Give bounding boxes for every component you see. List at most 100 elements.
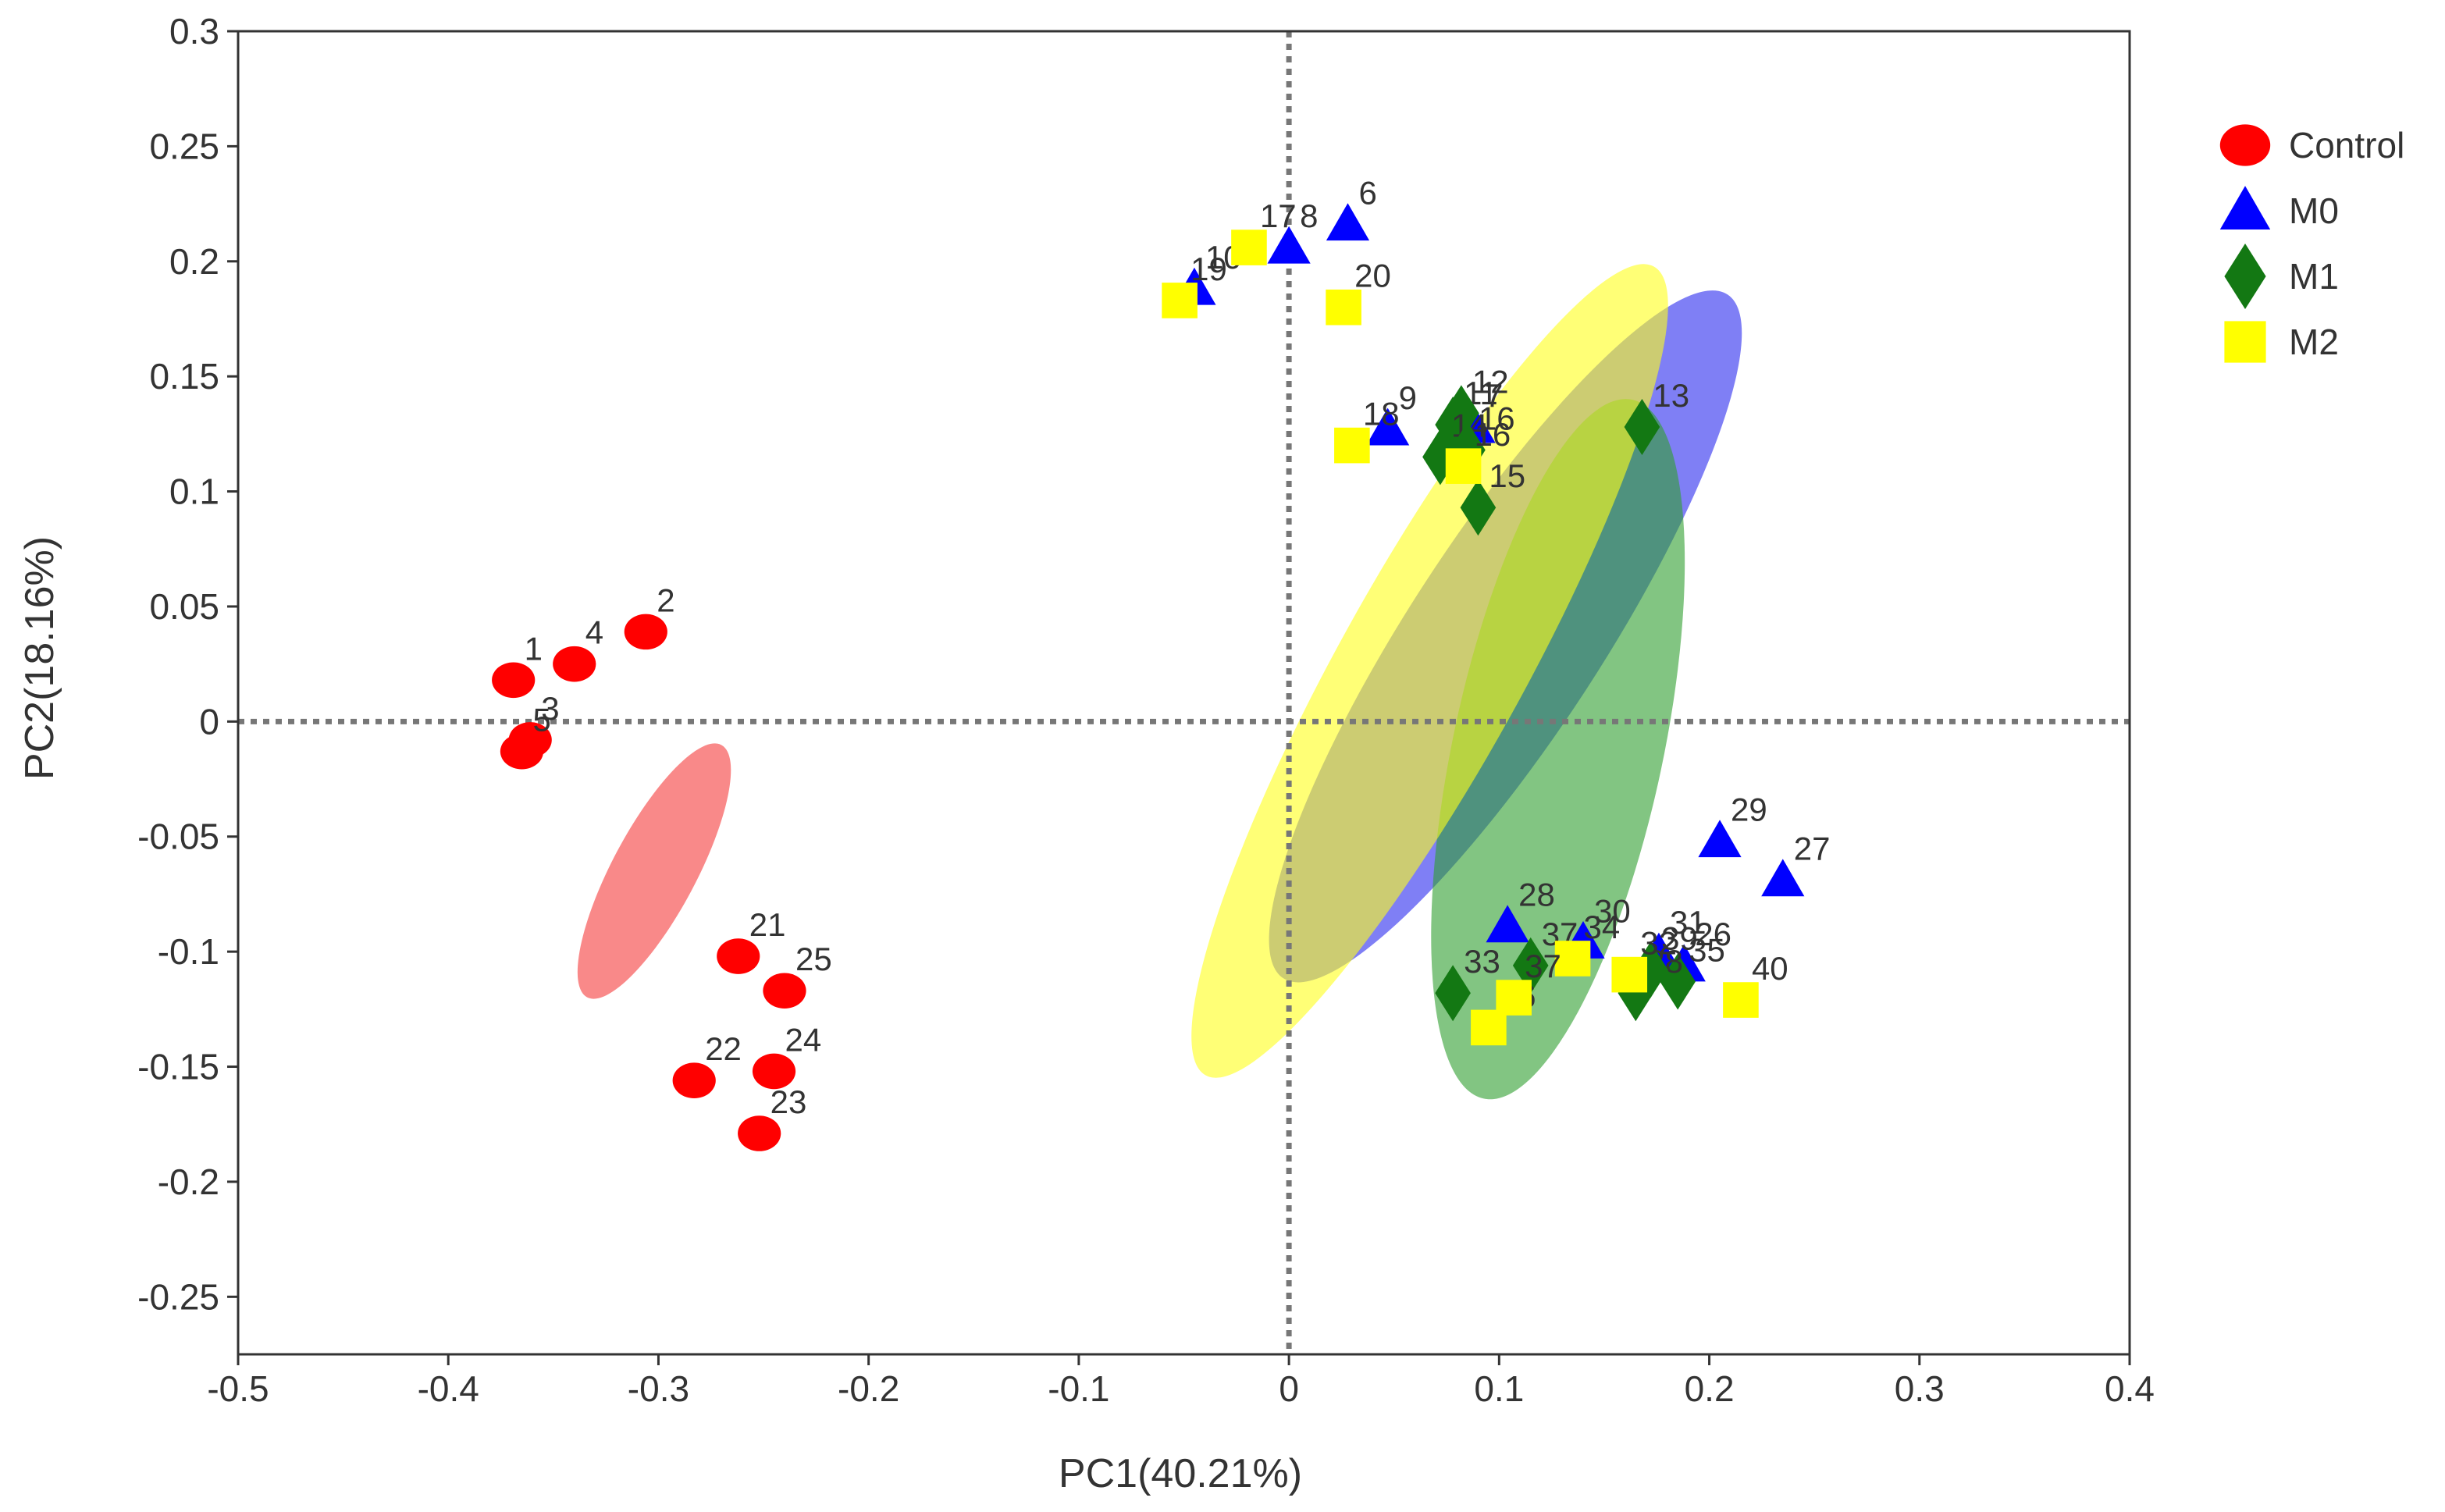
legend-label: M1 (2289, 256, 2339, 297)
point-label: 8 (1300, 197, 1318, 234)
point-m1-15 (1460, 479, 1497, 536)
point-m2-19 (1162, 283, 1198, 318)
point-label: 13 (1653, 377, 1689, 414)
point-control-5 (500, 733, 544, 770)
point-label: 33 (1464, 943, 1500, 980)
point-label: 16 (1479, 400, 1515, 437)
point-label: 31 (1670, 904, 1707, 941)
point-label: 22 (705, 1030, 742, 1067)
point-label: 3 (541, 690, 559, 727)
legend-marker-m1 (2224, 244, 2266, 309)
point-label: 17 (1260, 197, 1297, 234)
point-m2-40 (1723, 982, 1759, 1018)
point-label: 26 (1695, 916, 1731, 952)
y-tick-label: -0.2 (158, 1162, 219, 1202)
point-label: 25 (795, 941, 832, 977)
legend-marker-control (2219, 124, 2271, 166)
point-label: 7 (1485, 377, 1503, 414)
legend-item-m0: M0 (2219, 186, 2339, 231)
y-axis-title: PC2(18.16%) (17, 536, 62, 780)
point-m1-33 (1435, 965, 1471, 1022)
point-m2-16 (1445, 448, 1482, 484)
y-tick-label: -0.25 (137, 1276, 219, 1317)
point-m2-36 (1471, 1009, 1507, 1046)
legend: Control M0 M1 M2 (2219, 124, 2404, 363)
point-label: 27 (1794, 831, 1831, 867)
confidence-ellipses (577, 264, 1742, 1100)
x-tick-label: -0.1 (1048, 1368, 1109, 1409)
point-control-24 (752, 1053, 796, 1090)
point-m2-34 (1554, 941, 1591, 977)
point-label: 39 (1661, 920, 1698, 957)
point-label: 34 (1584, 909, 1621, 945)
x-tick-label: 0 (1279, 1368, 1299, 1409)
legend-item-control: Control (2219, 124, 2404, 166)
point-m1-35 (1660, 953, 1696, 1010)
point-label: 20 (1354, 258, 1391, 294)
point-label: 15 (1489, 457, 1525, 494)
point-m0-9 (1366, 407, 1410, 446)
x-tick-label: -0.4 (418, 1368, 479, 1409)
series-m2: 17181920343632401637 (1162, 197, 1788, 1046)
point-label: 29 (1731, 792, 1767, 828)
y-tick-label: -0.15 (137, 1047, 219, 1087)
x-tick-label: -0.3 (628, 1368, 689, 1409)
x-axis-title: PC1(40.21%) (1059, 1451, 1302, 1496)
point-label: 23 (771, 1083, 807, 1120)
point-m0-27 (1761, 859, 1805, 897)
point-m0-6 (1326, 203, 1370, 241)
y-tick-label: 0.3 (169, 11, 219, 52)
plot-frame (237, 30, 2131, 1356)
point-label: 2 (657, 582, 674, 618)
point-m2-32 (1611, 956, 1648, 993)
point-label: 40 (1752, 950, 1788, 987)
y-tick-label: -0.05 (137, 816, 219, 857)
point-m0-8 (1267, 226, 1311, 264)
ellipse-m2 (1191, 264, 1668, 1078)
point-m1-37 (1512, 937, 1549, 994)
y-tick-label: 0.15 (149, 356, 219, 397)
point-label: 4 (585, 614, 603, 651)
point-label: 18 (1363, 396, 1400, 432)
x-tick-label: -0.2 (838, 1368, 899, 1409)
point-m0-29 (1698, 820, 1742, 858)
x-tick-label: -0.5 (207, 1368, 269, 1409)
axes: -0.5 -0.4 -0.3 -0.2 -0.1 0 0.1 0.2 0.3 0.40.30.25… (137, 11, 2155, 1409)
point-label: 21 (749, 906, 786, 943)
x-tick-label: 0.2 (1685, 1368, 1735, 1409)
point-control-2 (624, 614, 667, 650)
point-m2-37 (1496, 980, 1532, 1016)
point-control-1 (492, 662, 536, 699)
point-label: 24 (785, 1021, 822, 1058)
point-m2-18 (1334, 427, 1370, 464)
y-tick-label: -0.1 (158, 931, 219, 972)
y-tick-label: 0.2 (169, 241, 219, 282)
legend-marker-m0 (2219, 186, 2271, 229)
y-tick-label: 0.1 (169, 471, 219, 512)
y-tick-label: 0.05 (149, 586, 219, 627)
point-label: 6 (1358, 175, 1376, 212)
point-control-22 (672, 1062, 716, 1099)
point-label: 28 (1518, 877, 1555, 913)
point-label: 16 (1475, 416, 1511, 453)
point-label: 12 (1472, 363, 1509, 400)
y-tick-label: 0.25 (149, 126, 219, 166)
point-label: 37 (1525, 948, 1561, 984)
point-control-25 (763, 973, 806, 1009)
point-label: 30 (1594, 892, 1631, 929)
legend-marker-m2 (2224, 321, 2266, 363)
y-tick-label: 0 (199, 701, 219, 742)
ellipse-control (577, 743, 731, 999)
point-label: 35 (1689, 931, 1725, 968)
point-label: 5 (532, 702, 550, 738)
point-m2-17 (1231, 229, 1267, 265)
point-label: 9 (1399, 379, 1417, 416)
reference-lines (238, 31, 2130, 1354)
legend-label: M0 (2289, 190, 2339, 231)
x-tick-label: 0.3 (1895, 1368, 1945, 1409)
plot-border (237, 30, 2131, 1356)
point-control-21 (717, 938, 760, 974)
point-label: 19 (1190, 251, 1227, 287)
